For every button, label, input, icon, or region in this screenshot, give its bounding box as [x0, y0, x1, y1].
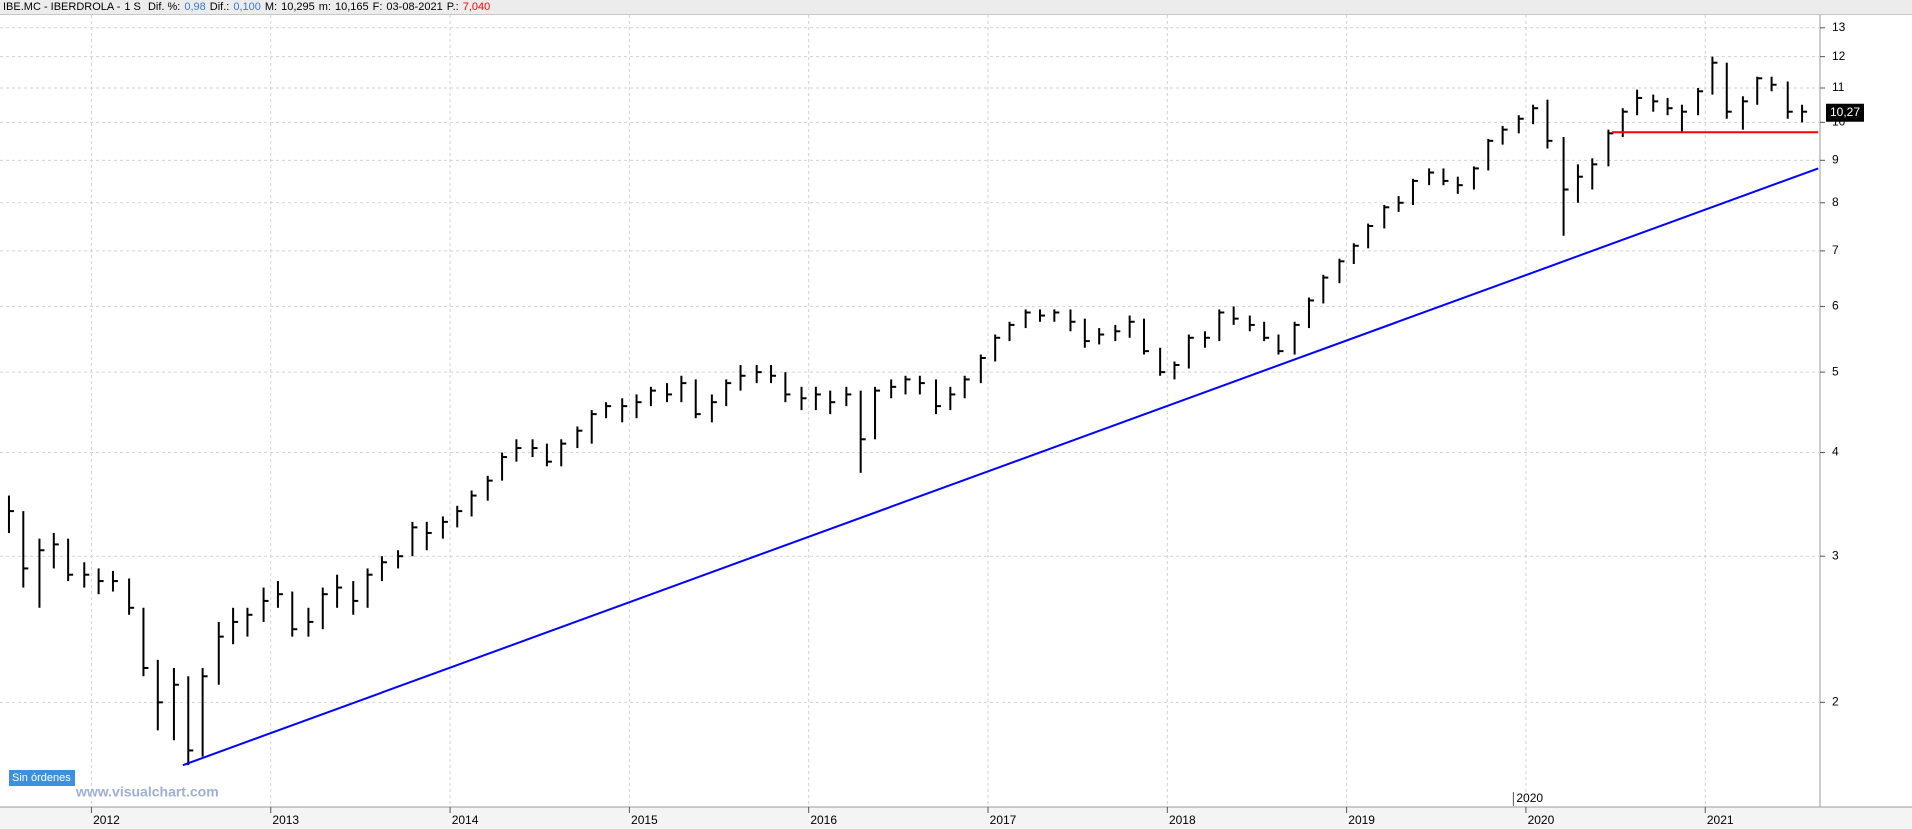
- y-tick-label: 3: [1832, 548, 1839, 562]
- x-tick-label: 2013: [272, 813, 299, 827]
- annotation: 2020: [1516, 791, 1543, 805]
- y-tick-label: 13: [1832, 20, 1846, 34]
- status: Sin órdenes: [12, 772, 71, 784]
- x-tick-label: 2017: [990, 813, 1017, 827]
- field-label: m:: [318, 1, 331, 13]
- y-tick-label: 2: [1832, 695, 1839, 709]
- symbol: IBE.MC - IBERDROLA -: [3, 1, 121, 13]
- y-tick-label: 9: [1832, 152, 1839, 166]
- field-value: 10,165: [334, 1, 369, 13]
- x-axis-strip: [0, 807, 1912, 829]
- field-label: Dif.:: [209, 1, 230, 13]
- y-tick-label: 5: [1832, 364, 1839, 378]
- x-tick-label: 2020: [1528, 813, 1555, 827]
- field-label: M:: [264, 1, 278, 13]
- header-bar: IBE.MC - IBERDROLA -1 S Dif. %: 0,98 Dif.:…: [0, 0, 1912, 15]
- x-tick-label: 2015: [631, 813, 658, 827]
- field-value: 0,100: [233, 1, 261, 13]
- trend-line: [182, 167, 1819, 767]
- field-label: F:: [372, 1, 383, 13]
- field-value: 0,98: [184, 1, 206, 13]
- status-box: [9, 770, 75, 786]
- x-tick-label: 2018: [1169, 813, 1196, 827]
- y-tick-label: 4: [1832, 445, 1839, 459]
- last-price-label: 10,27: [1830, 105, 1860, 119]
- period: 1 S: [124, 1, 141, 13]
- field-value: 03-08-2021: [386, 1, 443, 13]
- watermark: www.visualchart.com: [75, 784, 219, 800]
- x-tick-label: 2019: [1348, 813, 1375, 827]
- field-label: Dif. %:: [147, 1, 181, 13]
- field-value: 7,040: [462, 1, 491, 13]
- last-price-box: [1826, 103, 1864, 122]
- y-tick-label: 11: [1832, 80, 1845, 94]
- x-tick-label: 2021: [1707, 813, 1734, 827]
- field-value: 10,295: [281, 1, 315, 13]
- y-tick-label: 6: [1832, 299, 1839, 313]
- y-tick-label: 8: [1832, 195, 1839, 209]
- x-tick-label: 2014: [452, 813, 479, 827]
- y-tick-label: 12: [1832, 49, 1846, 63]
- field-label: P.:: [446, 1, 459, 13]
- x-tick-label: 2016: [810, 813, 837, 827]
- y-tick-label: 7: [1832, 243, 1839, 257]
- x-tick-label: 2012: [93, 813, 120, 827]
